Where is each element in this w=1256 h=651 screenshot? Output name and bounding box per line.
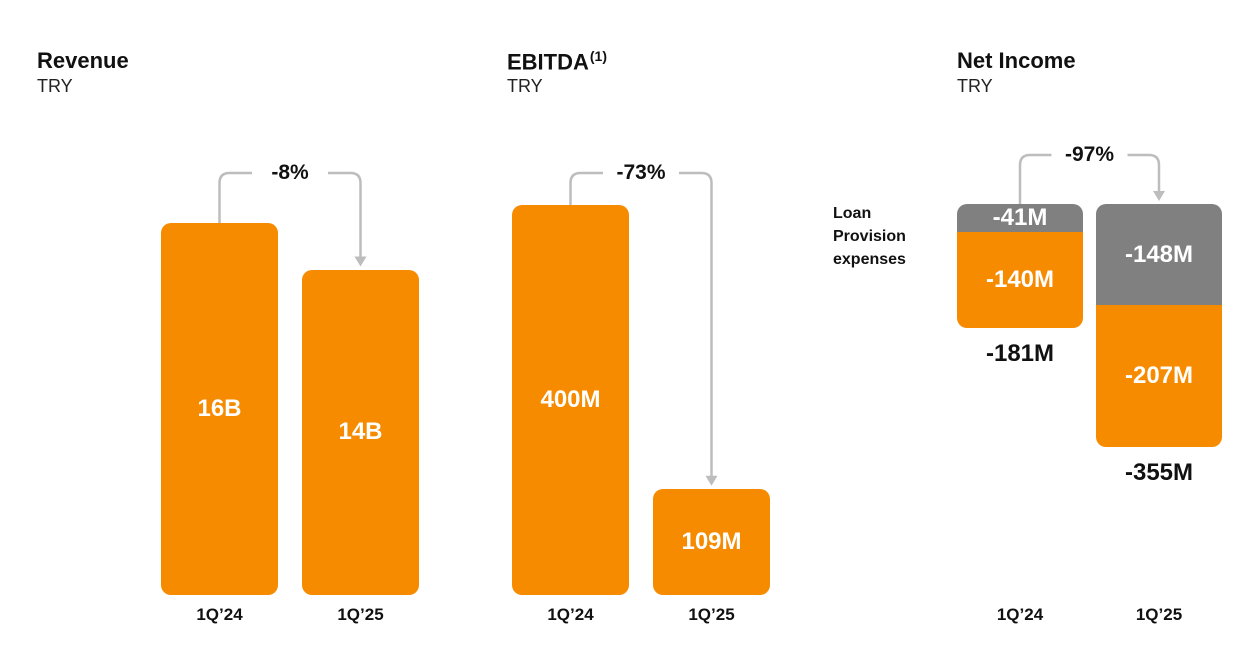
value-label: 14B [338, 418, 383, 446]
title-text: Revenue [37, 48, 129, 73]
arrow-head [1153, 191, 1165, 201]
chart-subtitle: TRY [957, 76, 993, 96]
x-tick-label: 1Q’24 [996, 605, 1044, 624]
arrow-head [705, 475, 718, 486]
legend-label: Loan Provision expenses [833, 205, 906, 268]
bar [161, 223, 278, 595]
chart-title: EBITDA(1) [507, 48, 607, 75]
bar [653, 488, 770, 595]
bracket-arrow [1018, 153, 1161, 204]
chart-subtitle: TRY [37, 76, 73, 96]
x-tick-label: 1Q’24 [547, 605, 594, 624]
value-label: -41M [992, 204, 1048, 232]
title-text: EBITDA [507, 49, 589, 75]
bar [512, 205, 629, 595]
change-annotation: -8% [271, 161, 309, 184]
x-tick-label: 1Q’25 [337, 605, 384, 624]
bracket-arrow [218, 171, 362, 260]
value-label: 400M [540, 386, 601, 413]
bar-segment [1096, 204, 1222, 306]
bracket-arrow [569, 171, 713, 479]
bar-segment [957, 204, 1083, 233]
change-annotation: -97% [1064, 143, 1115, 166]
arrow-head [354, 256, 367, 267]
chart-title: Revenue [37, 48, 129, 74]
total-label: -181M [985, 339, 1055, 367]
value-label: 109M [681, 527, 742, 555]
bar [302, 269, 419, 595]
total-label: -355M [1124, 459, 1194, 486]
x-tick-label: 1Q’25 [1135, 605, 1183, 624]
chart-title: Net Income [957, 48, 1076, 74]
value-label: -207M [1124, 362, 1194, 390]
value-label: -140M [985, 265, 1055, 293]
bar-segment [957, 232, 1083, 328]
value-label: 16B [197, 395, 242, 422]
value-label: -148M [1124, 240, 1194, 268]
change-annotation: -73% [616, 161, 666, 184]
bar-segment [1096, 305, 1222, 447]
chart-subtitle: TRY [507, 76, 543, 96]
title-note: (1) [589, 48, 608, 64]
x-tick-label: 1Q’25 [688, 605, 735, 624]
x-tick-label: 1Q’24 [196, 605, 243, 624]
title-text: Net Income [957, 48, 1076, 73]
